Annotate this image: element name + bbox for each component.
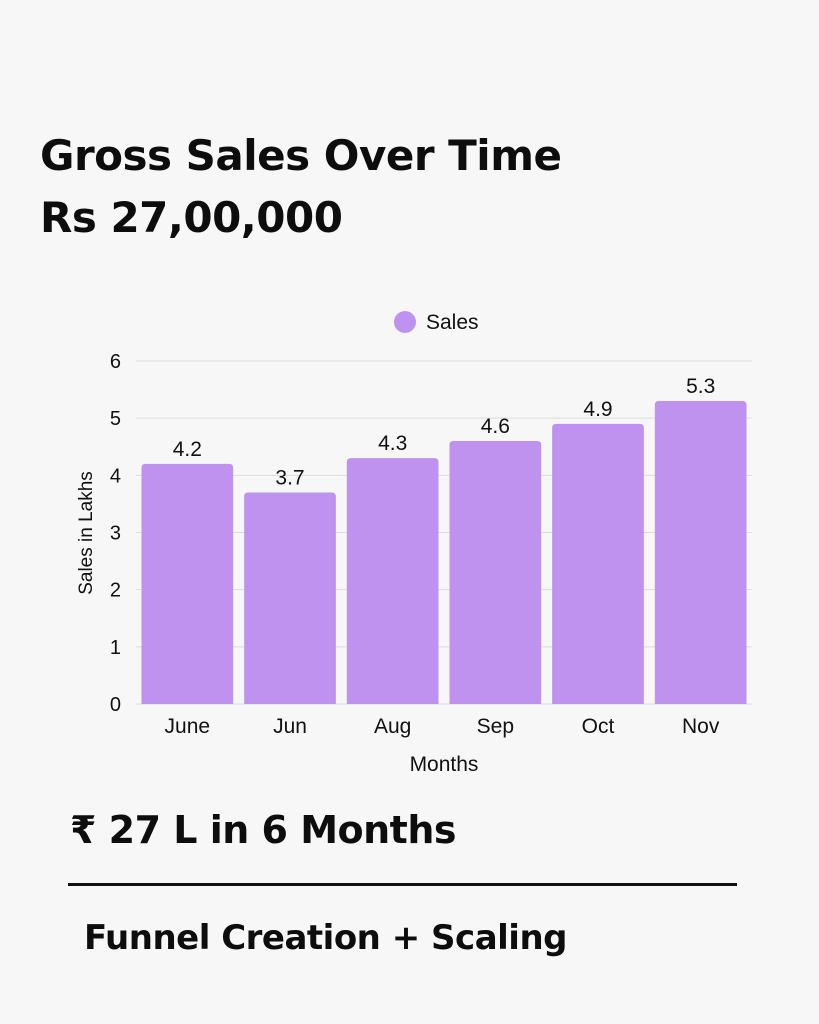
data-label: 4.6 xyxy=(481,415,510,438)
bar-nov xyxy=(654,401,747,704)
chart-legend: Sales xyxy=(394,311,479,334)
y-tick-label: 1 xyxy=(110,637,121,659)
y-axis: 0 1 2 3 4 5 6 xyxy=(110,351,121,716)
y-tick-label: 4 xyxy=(110,465,121,487)
y-tick-label: 3 xyxy=(110,523,121,545)
bar-data-labels: 4.2 3.7 4.3 4.6 4.9 5.3 xyxy=(173,375,716,489)
x-axis-title: Months xyxy=(410,753,479,776)
x-tick-label: Aug xyxy=(374,715,411,738)
x-tick-label: June xyxy=(165,715,211,738)
data-label: 5.3 xyxy=(686,375,715,398)
y-tick-label: 6 xyxy=(110,351,121,373)
chart-gridlines xyxy=(136,360,752,705)
bar-june xyxy=(141,463,234,704)
summary-text: ₹ 27 L in 6 Months xyxy=(70,808,457,852)
page-title: Gross Sales Over Time xyxy=(40,131,562,180)
bar-aug xyxy=(346,458,439,704)
y-tick-label: 0 xyxy=(110,694,121,716)
x-tick-label: Sep xyxy=(477,715,514,738)
bar-sep xyxy=(449,441,542,704)
data-label: 4.9 xyxy=(583,398,612,421)
footer-text: Funnel Creation + Scaling xyxy=(84,918,568,958)
y-tick-label: 5 xyxy=(110,408,121,430)
total-sales-amount: Rs 27,00,000 xyxy=(40,193,343,242)
x-tick-label: Nov xyxy=(682,715,720,738)
legend-label: Sales xyxy=(426,311,479,334)
y-tick-label: 2 xyxy=(110,580,121,602)
divider xyxy=(68,883,737,886)
data-label: 3.7 xyxy=(275,466,304,489)
x-tick-label: Jun xyxy=(273,715,307,738)
data-label: 4.2 xyxy=(173,438,202,461)
x-axis: June Jun Aug Sep Oct Nov xyxy=(165,715,720,738)
bar-oct xyxy=(552,423,644,704)
data-label: 4.3 xyxy=(378,432,407,455)
chart-bars xyxy=(141,401,747,704)
bar-jun xyxy=(244,492,336,704)
x-tick-label: Oct xyxy=(582,715,615,738)
y-axis-title: Sales in Lakhs xyxy=(76,471,97,595)
legend-swatch xyxy=(394,311,416,333)
